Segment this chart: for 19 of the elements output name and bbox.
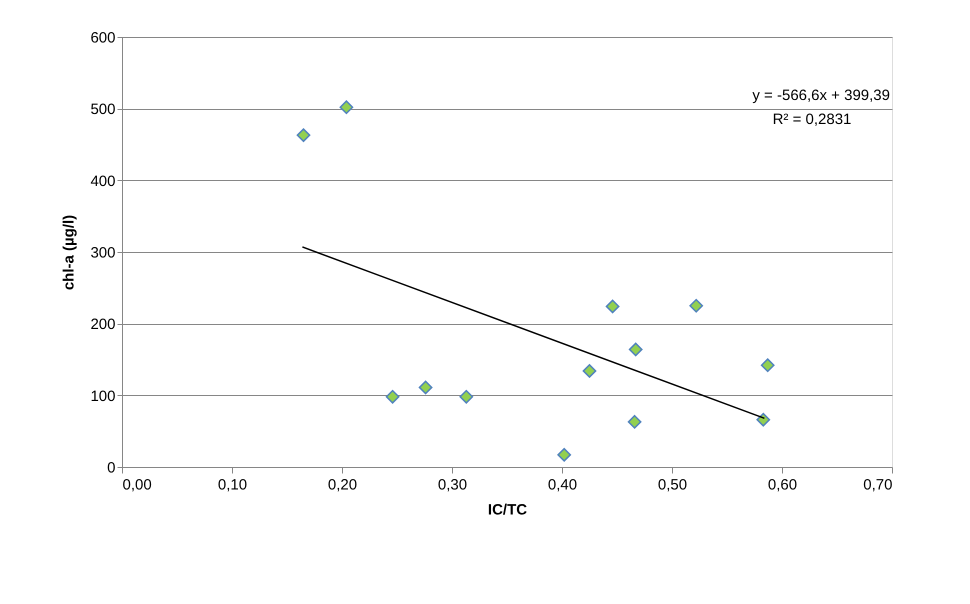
y-axis-title: chl-a (µg/l) [60,214,78,290]
x-tick-label: 0,60 [768,476,798,494]
x-tick-label: 0,30 [438,476,468,494]
annotation: y = -566,6x + 399,39 [752,87,890,104]
x-tick-label: 0,70 [863,476,892,494]
y-tick-label: 100 [90,388,116,405]
y-tick-label: 200 [90,316,116,334]
x-tick-label: 0,40 [548,476,578,494]
x-axis-title: IC/TC [488,502,528,518]
x-tick-label: 0,50 [658,476,688,494]
y-tick-label: 500 [90,101,116,118]
x-tick-label: 0,00 [122,476,152,494]
y-tick-label: 600 [90,30,116,46]
y-tick-label: 400 [90,172,116,190]
y-tick-label: 0 [107,460,116,476]
x-tick-label: 0,20 [328,476,358,494]
annotation: R² = 0,2831 [772,111,852,128]
y-tick-label: 300 [90,244,116,262]
x-tick-label: 0,10 [218,476,248,494]
